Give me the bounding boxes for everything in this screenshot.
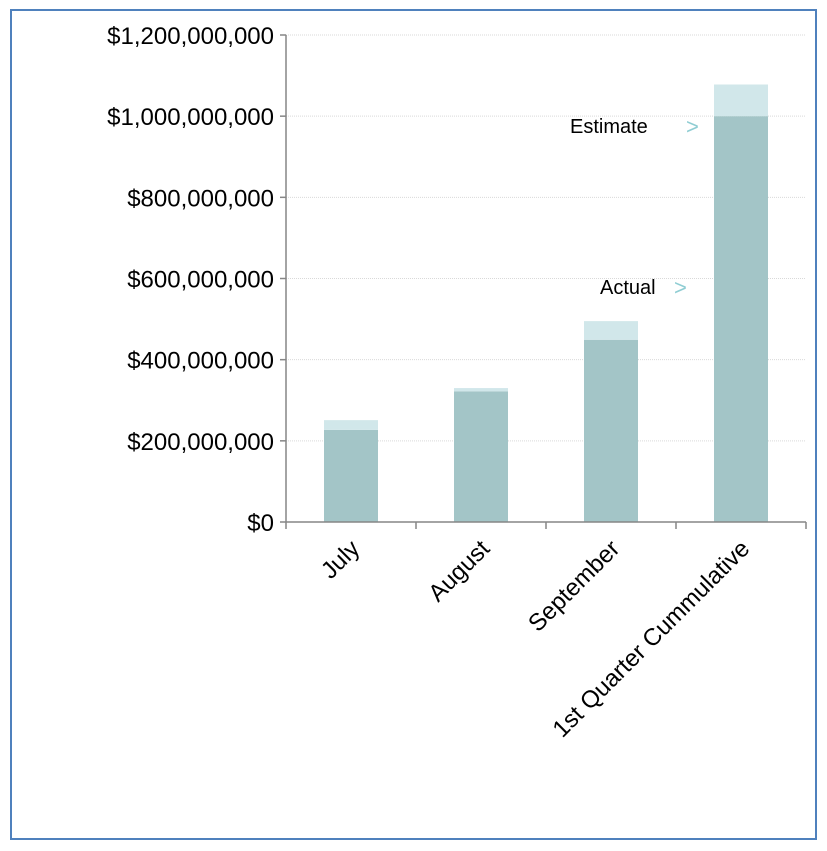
y-tick-label: $1,000,000,000	[107, 104, 274, 131]
annotation-estimate-arrow: >	[686, 114, 699, 139]
annotation-estimate: Estimate	[570, 116, 648, 138]
bars	[324, 84, 768, 523]
bar-actual-2	[584, 339, 638, 522]
y-tick-label: $800,000,000	[127, 185, 274, 212]
bar-actual-3	[714, 116, 768, 523]
annotation-actual: Actual	[600, 277, 656, 299]
x-category-label: July	[316, 535, 365, 584]
x-category-label: September	[523, 535, 625, 637]
y-tick-label: $200,000,000	[127, 429, 274, 456]
bar-actual-0	[324, 429, 378, 522]
y-tick-label: $1,200,000,000	[107, 23, 274, 50]
bar-estimate-1	[454, 388, 508, 392]
y-tick-labels: $0 $200,000,000 $400,000,000 $600,000,000 $8…	[107, 23, 274, 537]
bar-estimate-3	[714, 84, 768, 117]
bar-actual-1	[454, 391, 508, 522]
y-tick-label: $400,000,000	[127, 348, 274, 375]
chart-frame	[10, 9, 817, 840]
bar-estimate-2	[584, 321, 638, 340]
axes	[280, 34, 807, 529]
y-tick-label: $600,000,000	[127, 267, 274, 294]
x-category-label: August	[423, 535, 495, 607]
y-tick-label: $0	[247, 510, 274, 537]
bar-estimate-0	[324, 420, 378, 430]
annotation-actual-arrow: >	[674, 275, 687, 300]
